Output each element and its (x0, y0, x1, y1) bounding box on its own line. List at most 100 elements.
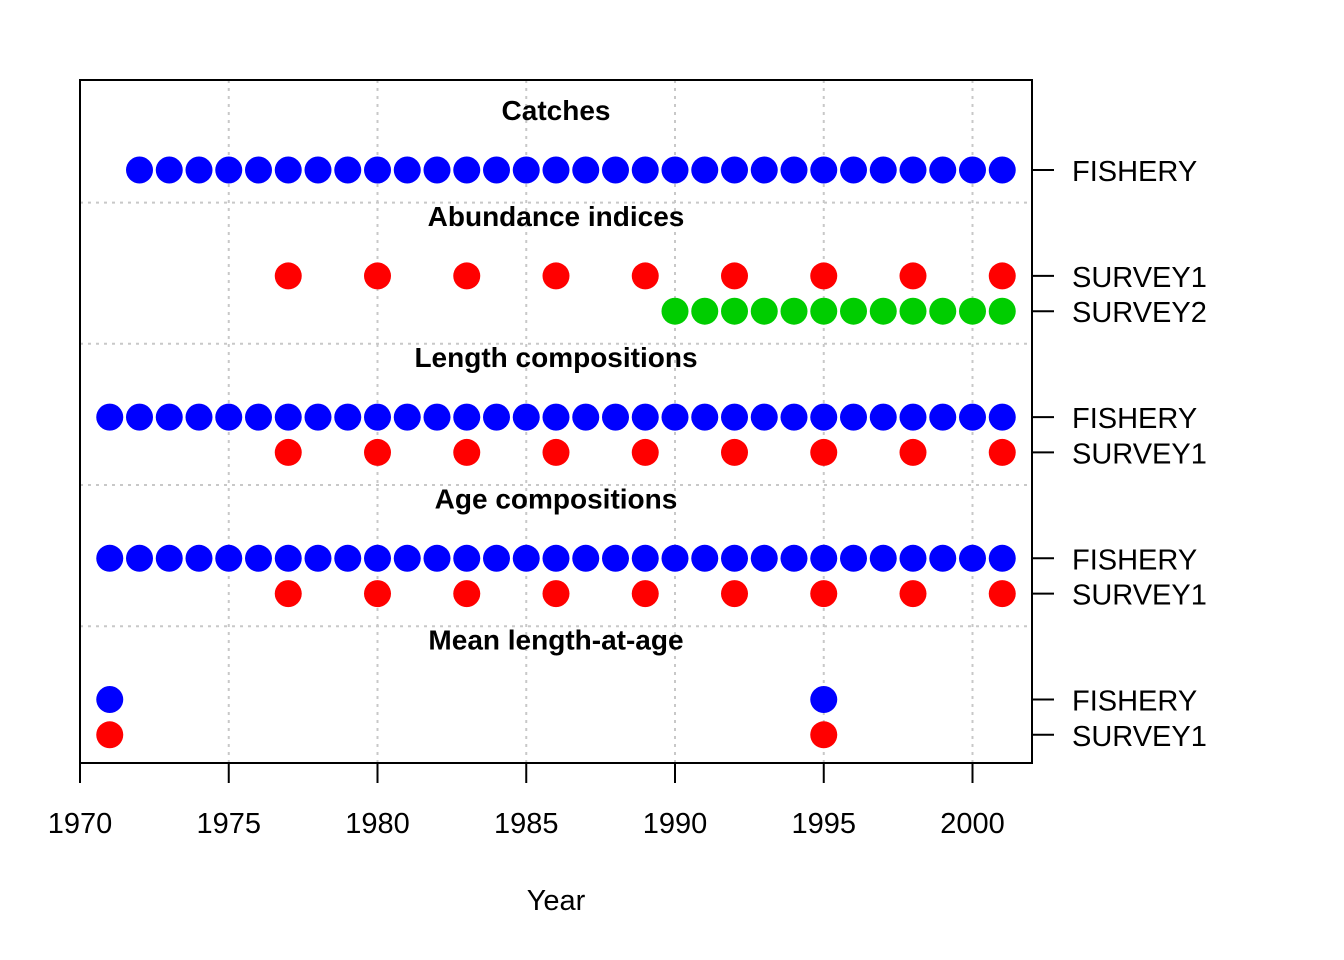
data-point-fishery (126, 156, 153, 184)
data-point-survey2 (899, 297, 927, 325)
data-point-fishery (393, 403, 421, 431)
data-point-fishery (691, 156, 719, 184)
data-point-fishery (929, 156, 957, 184)
data-point-fishery (721, 156, 748, 184)
data-point-survey2 (661, 297, 689, 325)
data-point-fishery (245, 156, 272, 184)
data-point-fishery (542, 544, 570, 572)
data-point-fishery (750, 544, 778, 572)
data-point-survey1 (899, 580, 927, 608)
data-point-fishery (661, 403, 689, 431)
section-title: Catches (502, 95, 611, 126)
data-point-fishery (483, 156, 510, 184)
row-labels-axis: FISHERYSURVEY1SURVEY2FISHERYSURVEY1FISHE… (1032, 156, 1207, 753)
row-label: SURVEY1 (1072, 580, 1207, 612)
data-point-fishery (126, 544, 153, 572)
data-point-survey1 (988, 580, 1016, 608)
row-label: SURVEY1 (1072, 438, 1207, 470)
data-point-fishery (602, 156, 629, 184)
data-point-fishery (988, 544, 1016, 572)
data-point-fishery (453, 156, 481, 184)
data-point-survey1 (899, 262, 927, 290)
data-point-fishery (631, 544, 659, 572)
data-point-fishery (840, 156, 867, 184)
data-point-fishery (215, 156, 243, 184)
data-point-fishery (959, 156, 986, 184)
data-point-fishery (840, 544, 867, 572)
row-label: SURVEY1 (1072, 721, 1207, 753)
data-point-fishery (453, 544, 481, 572)
data-point-survey2 (988, 297, 1016, 325)
x-tick-label: 1985 (494, 808, 559, 840)
data-point-fishery (512, 544, 540, 572)
data-point-fishery (572, 403, 600, 431)
data-point-fishery (869, 544, 897, 572)
data-point-fishery (155, 544, 183, 572)
data-point-fishery (780, 544, 808, 572)
row-label: FISHERY (1072, 686, 1197, 718)
data-point-fishery (364, 403, 391, 431)
data-point-survey1 (542, 438, 570, 466)
data-point-fishery (780, 156, 808, 184)
data-point-survey2 (810, 297, 838, 325)
data-point-fishery (661, 544, 689, 572)
data-point-survey2 (840, 297, 867, 325)
row-label: FISHERY (1072, 544, 1197, 576)
data-point-fishery (215, 403, 243, 431)
data-point-survey1 (364, 262, 391, 290)
data-point-fishery (929, 544, 957, 572)
data-point-fishery (899, 544, 927, 572)
x-tick-label: 1995 (791, 808, 856, 840)
data-point-survey1 (453, 438, 481, 466)
data-point-fishery (602, 403, 629, 431)
data-point-fishery (185, 156, 213, 184)
section-title: Length compositions (414, 342, 697, 373)
data-point-fishery (393, 544, 421, 572)
data-point-fishery (155, 156, 183, 184)
data-point-fishery (631, 156, 659, 184)
x-tick-label: 1980 (345, 808, 410, 840)
x-axis-label: Year (527, 885, 586, 917)
x-tick-label: 1970 (48, 808, 113, 840)
section-title: Abundance indices (428, 201, 685, 232)
data-point-fishery (750, 403, 778, 431)
data-point-survey1 (631, 438, 659, 466)
data-point-survey1 (96, 721, 124, 749)
data-point-survey2 (691, 297, 719, 325)
section-title: Age compositions (435, 483, 678, 514)
data-point-fishery (810, 686, 838, 714)
data-point-fishery (364, 544, 391, 572)
data-point-fishery (810, 403, 838, 431)
data-point-fishery (721, 544, 748, 572)
data-point-fishery (899, 403, 927, 431)
data-point-fishery (245, 544, 272, 572)
data-point-survey2 (721, 297, 748, 325)
data-point-fishery (721, 403, 748, 431)
data-point-fishery (840, 403, 867, 431)
data-point-fishery (96, 403, 124, 431)
data-point-survey2 (869, 297, 897, 325)
row-label: FISHERY (1072, 156, 1197, 188)
data-point-fishery (631, 403, 659, 431)
data-point-survey1 (274, 262, 302, 290)
data-point-fishery (959, 403, 986, 431)
x-tick-label: 1975 (196, 808, 261, 840)
data-point-fishery (274, 544, 302, 572)
data-point-fishery (602, 544, 629, 572)
data-point-survey1 (899, 438, 927, 466)
data-point-survey2 (750, 297, 778, 325)
data-point-survey1 (542, 262, 570, 290)
data-point-survey2 (929, 297, 957, 325)
data-point-survey1 (364, 438, 391, 466)
section-title: Mean length-at-age (428, 625, 683, 656)
data-point-fishery (988, 403, 1016, 431)
row-label: FISHERY (1072, 403, 1197, 435)
data-point-fishery (304, 403, 332, 431)
data-point-fishery (215, 544, 243, 572)
data-point-survey1 (364, 580, 391, 608)
data-point-fishery (542, 156, 570, 184)
data-point-fishery (869, 156, 897, 184)
data-point-fishery (512, 403, 540, 431)
data-point-fishery (96, 686, 124, 714)
